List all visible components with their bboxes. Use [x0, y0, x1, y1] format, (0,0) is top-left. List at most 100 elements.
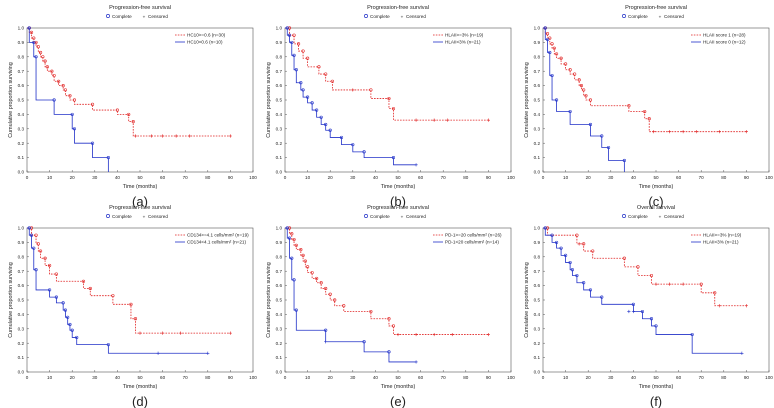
- y-tick-label: 0.0: [534, 370, 541, 375]
- event-point: [324, 328, 328, 332]
- censored-point: [744, 304, 748, 308]
- legend-series-label: PD-1<20 cells/mm² (n=14): [445, 240, 499, 245]
- x-tick-label: 40: [373, 175, 379, 180]
- event-point: [70, 112, 74, 116]
- event-point: [68, 94, 72, 98]
- top-legend: Complete + Censored: [106, 214, 168, 219]
- event-point: [34, 233, 38, 237]
- event-point: [575, 233, 579, 237]
- event-point: [543, 226, 547, 230]
- event-point: [287, 236, 292, 240]
- event-point: [38, 50, 43, 55]
- survival-curve: [27, 227, 231, 334]
- legend-series-label: CD134>=4.1 cells/mm² (n=19): [187, 233, 249, 238]
- event-point: [299, 248, 303, 252]
- event-point: [643, 109, 647, 114]
- survival-curve: [285, 27, 417, 166]
- y-tick-label: 1.0: [18, 26, 25, 31]
- y-tick-label: 0.0: [18, 370, 25, 375]
- x-tick-label: 40: [373, 375, 379, 380]
- y-tick-label: 0.1: [18, 355, 25, 360]
- event-point: [36, 45, 40, 49]
- y-tick-label: 0.7: [18, 269, 25, 274]
- x-axis-label: Time (months): [639, 384, 674, 390]
- event-point: [57, 79, 61, 83]
- event-point: [63, 308, 67, 312]
- survival-curve: [27, 27, 109, 172]
- event-point: [640, 309, 645, 314]
- y-tick-label: 1.0: [534, 226, 541, 231]
- legend-series-label: HLAII<3% (n=21): [445, 40, 481, 45]
- complete-marker-icon: [106, 14, 110, 18]
- event-point: [48, 263, 52, 268]
- event-point: [294, 243, 298, 247]
- legend-series-label: HLAII score 0 (n=12): [703, 40, 746, 45]
- censored-point: [414, 163, 418, 167]
- censored-point: [156, 351, 160, 355]
- x-tick-label: 30: [608, 175, 614, 180]
- event-point: [690, 332, 694, 337]
- y-tick-label: 0.9: [276, 240, 283, 245]
- event-point: [66, 315, 70, 319]
- x-tick-label: 10: [305, 175, 311, 180]
- y-tick-label: 0.8: [276, 254, 283, 259]
- event-point: [90, 102, 95, 106]
- y-tick-label: 0.5: [18, 298, 25, 303]
- event-point: [591, 249, 595, 253]
- event-point: [88, 286, 92, 291]
- event-point: [324, 122, 328, 127]
- event-point: [63, 88, 67, 92]
- top-legend: Complete + Censored: [622, 14, 684, 19]
- event-point: [306, 265, 310, 269]
- x-tick-label: 80: [721, 175, 727, 180]
- censored-marker-icon: +: [401, 14, 404, 19]
- x-tick-label: 50: [137, 175, 143, 180]
- legend-censored-label: Censored: [148, 214, 168, 219]
- y-tick-label: 0.3: [534, 326, 541, 331]
- event-point: [654, 324, 658, 328]
- event-point: [588, 122, 593, 127]
- x-tick-label: 10: [47, 175, 53, 180]
- complete-marker-icon: [622, 14, 626, 18]
- chart-title: Progression-free survival: [109, 205, 171, 211]
- event-point: [315, 108, 319, 112]
- x-tick-label: 90: [486, 175, 492, 180]
- legend-censored-label: Censored: [664, 214, 684, 219]
- x-tick-label: 70: [699, 175, 705, 180]
- event-point: [29, 233, 34, 237]
- event-point: [369, 88, 373, 92]
- censored-point: [414, 360, 418, 364]
- y-tick-label: 0.2: [276, 141, 283, 146]
- x-tick-label: 70: [699, 375, 705, 380]
- censored-point: [744, 130, 748, 134]
- event-point: [81, 279, 86, 283]
- event-point: [301, 49, 305, 53]
- censored-point: [654, 282, 658, 286]
- y-tick-label: 0.0: [534, 170, 541, 175]
- event-point: [115, 108, 119, 112]
- event-point: [333, 298, 337, 302]
- event-point: [290, 40, 294, 44]
- y-tick-label: 0.3: [18, 326, 25, 331]
- x-tick-label: 20: [70, 175, 76, 180]
- event-point: [301, 253, 305, 257]
- plot-frame: [284, 227, 512, 373]
- event-point: [369, 309, 373, 314]
- series-low: [285, 226, 418, 364]
- event-point: [588, 98, 593, 102]
- event-point: [61, 301, 65, 305]
- x-tick-label: 10: [305, 375, 311, 380]
- censored-point: [174, 134, 178, 138]
- x-tick-label: 0: [542, 175, 545, 180]
- y-axis-label: Cumulative proportion surviving: [524, 262, 530, 338]
- x-tick-label: 50: [137, 375, 143, 380]
- series-legend: HLAII>=3% (n=19) HLAII<3% (n=21): [433, 33, 484, 45]
- censored-point: [652, 130, 656, 134]
- x-tick-label: 0: [284, 375, 287, 380]
- complete-marker-icon: [622, 214, 626, 218]
- x-tick-label: 90: [744, 375, 750, 380]
- event-point: [292, 278, 296, 282]
- event-point: [600, 295, 604, 299]
- x-tick-label: 30: [608, 375, 614, 380]
